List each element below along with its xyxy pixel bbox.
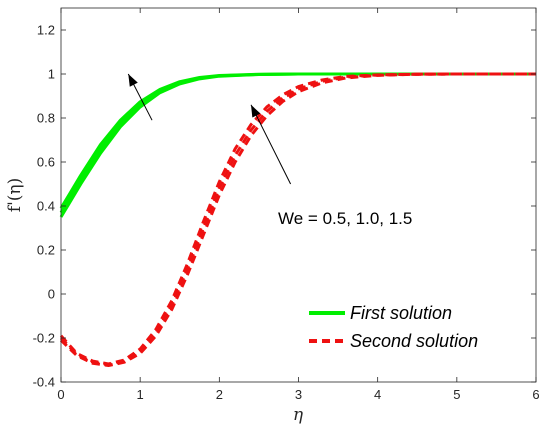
second-solution-curve-3: [59, 72, 536, 366]
y-tick-label: 0.2: [37, 243, 55, 258]
second-solution-curve-1: [59, 72, 536, 367]
x-tick-label: 4: [374, 387, 381, 402]
y-tick-label: 0.8: [37, 111, 55, 126]
y-tick-label: 0.6: [37, 155, 55, 170]
plot-area: [61, 8, 536, 382]
x-tick-label: 1: [137, 387, 144, 402]
y-tick-label: -0.2: [33, 331, 55, 346]
axis-ticks: 0 1 2 3 4 5 6 -0.4 -0.2 0 0.2 0.4 0.6 0.8 1 1.2: [33, 8, 540, 402]
legend-label-second-solution: Second solution: [350, 331, 478, 351]
annotation-we-values: We = 0.5, 1.0, 1.5: [278, 209, 412, 228]
y-axis-label: f'(η): [5, 178, 25, 212]
x-tick-label: 0: [57, 387, 64, 402]
first-solution-curve-3: [59, 72, 536, 209]
x-tick-label: 5: [453, 387, 460, 402]
arrow-head-1: [128, 74, 138, 87]
legend-label-first-solution: First solution: [350, 303, 452, 323]
y-tick-label: 1.2: [37, 23, 55, 38]
x-tick-label: 3: [295, 387, 302, 402]
y-tick-label: 1: [48, 67, 55, 82]
legend: First solution Second solution: [309, 303, 478, 351]
annotation-arrows: [127, 73, 292, 185]
arrow-head-2: [251, 104, 261, 118]
x-tick-label: 2: [216, 387, 223, 402]
y-tick-label: 0: [48, 287, 55, 302]
x-axis-label: η: [293, 405, 304, 425]
y-tick-label: -0.4: [33, 375, 55, 390]
x-tick-label: 6: [532, 387, 539, 402]
y-tick-label: 0.4: [37, 199, 55, 214]
arrow-shaft-2: [250, 104, 292, 185]
series-group: [59, 72, 536, 367]
